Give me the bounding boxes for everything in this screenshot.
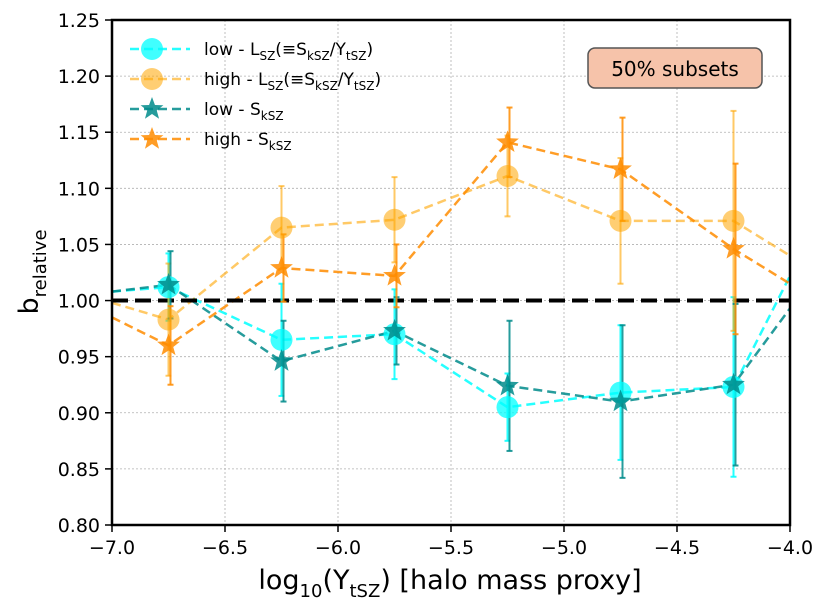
y-tick-label: 1.20	[58, 66, 100, 88]
data-markers	[157, 130, 745, 419]
x-tick-label: −7.0	[89, 537, 135, 559]
point-low_skz	[722, 372, 745, 395]
axis-ticks: −7.0 −6.5 −6.0 −5.5 −5.0 −4.5 −4.0 0.80 0.85 0.90…	[58, 10, 813, 559]
point-high_skz	[609, 157, 632, 179]
point-high_skz	[722, 236, 745, 259]
legend-marker-low_skz	[140, 97, 164, 119]
point-high_skz	[157, 333, 180, 356]
x-tick-label: −6.0	[315, 537, 361, 559]
point-low_skz	[157, 272, 180, 295]
point-high_lsz	[157, 308, 180, 331]
x-axis-label: log10(YtSZ) [halo mass proxy]	[258, 565, 641, 602]
y-tick-label: 0.90	[58, 403, 100, 425]
y-tick-label: 0.85	[58, 459, 100, 481]
error-bars	[165, 106, 739, 479]
point-low_skz	[609, 389, 632, 412]
point-high_lsz	[722, 209, 745, 232]
legend-label-high_lsz: high - LSZ(≡SkSZ/YtSZ)	[204, 70, 381, 93]
series-line-low_skz	[111, 283, 792, 403]
point-high_skz	[383, 263, 406, 286]
legend-label-low_skz: low - SkSZ	[204, 100, 284, 123]
x-tick-label: −5.0	[541, 537, 587, 559]
y-tick-label: 1.10	[58, 178, 100, 200]
legend: low - LSZ(≡SkSZ/YtSZ) high - LSZ(≡SkSZ/Yt…	[130, 38, 381, 153]
y-tick-label: 0.95	[58, 347, 100, 369]
y-tick-label: 1.15	[58, 122, 100, 144]
point-low_skz	[270, 349, 293, 371]
legend-label-high_skz: high - SkSZ	[204, 130, 292, 153]
point-high_lsz	[609, 209, 632, 232]
x-tick-label: −5.5	[428, 537, 474, 559]
y-tick-label: 0.80	[58, 515, 100, 537]
y-axis-label: brelative	[14, 229, 51, 314]
point-low_skz	[383, 318, 406, 341]
annotation-box-bg	[587, 47, 763, 89]
point-high_lsz	[496, 164, 519, 187]
y-tick-label: 1.25	[58, 10, 100, 32]
annotation-text: 50% subsets	[611, 57, 739, 81]
point-high_lsz	[383, 208, 406, 231]
point-high_skz	[496, 130, 519, 153]
point-low_skz	[496, 373, 519, 396]
point-low_lsz	[496, 396, 519, 419]
legend-label-low_lsz: low - LSZ(≡SkSZ/YtSZ)	[204, 40, 373, 63]
series-line-high_skz	[111, 140, 791, 347]
x-tick-label: −6.5	[202, 537, 248, 559]
series-line-high_lsz	[111, 174, 791, 321]
x-tick-label: −4.5	[654, 537, 700, 559]
series-lines	[111, 140, 792, 409]
point-high_lsz	[270, 216, 293, 239]
x-tick-label: −4.0	[767, 537, 813, 559]
y-tick-label: 1.00	[58, 291, 100, 313]
grid-lines	[111, 19, 791, 526]
legend-marker-low_lsz	[141, 38, 163, 60]
point-high_skz	[270, 256, 293, 278]
point-low_lsz	[270, 328, 293, 351]
legend-marker-high_skz	[140, 127, 164, 149]
annotation-box: 50% subsets	[587, 47, 763, 89]
y-tick-label: 1.05	[58, 234, 100, 256]
legend-marker-high_lsz	[141, 68, 163, 90]
